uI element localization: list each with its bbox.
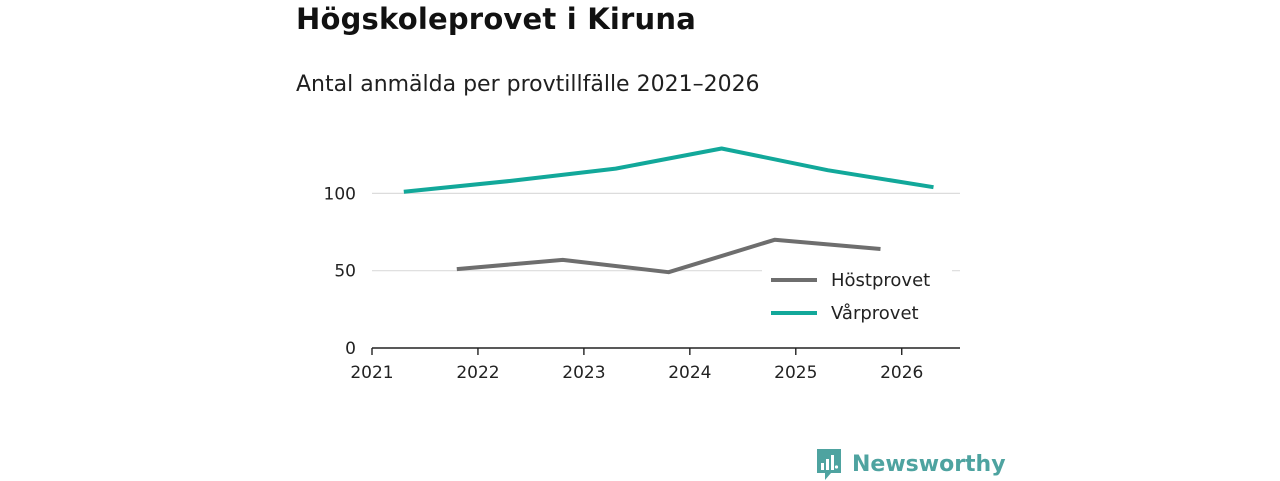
series-line-höstprovet [456,237,881,275]
legend: Höstprovet Vårprovet [762,262,952,332]
chart-title: Högskoleprovet i Kiruna [296,2,696,36]
y-axis-ticks: 0 50 100 [324,184,356,359]
y-tick-label: 0 [345,339,356,359]
legend-label: Höstprovet [831,270,930,291]
x-axis: 2021 2022 2023 2024 2025 2026 [350,347,960,383]
series-lines [403,146,934,275]
legend-background [762,262,952,332]
chart-subtitle: Antal anmälda per provtillfälle 2021–202… [296,72,760,97]
y-tick-label: 100 [324,184,356,204]
x-tick-label: 2024 [668,363,711,383]
y-tick-label: 50 [334,262,356,282]
bar-chart-bubble-icon [817,449,841,480]
x-tick-label: 2021 [350,363,393,383]
x-tick-label: 2023 [562,363,605,383]
brand-logo: Newsworthy [815,447,1006,481]
legend-label: Vårprovet [831,303,919,324]
x-tick-label: 2025 [774,363,817,383]
x-tick-label: 2022 [456,363,499,383]
series-line-vårprovet [403,146,934,194]
x-tick-label: 2026 [880,363,923,383]
gridlines [372,192,960,272]
brand-name: Newsworthy [852,451,1006,477]
